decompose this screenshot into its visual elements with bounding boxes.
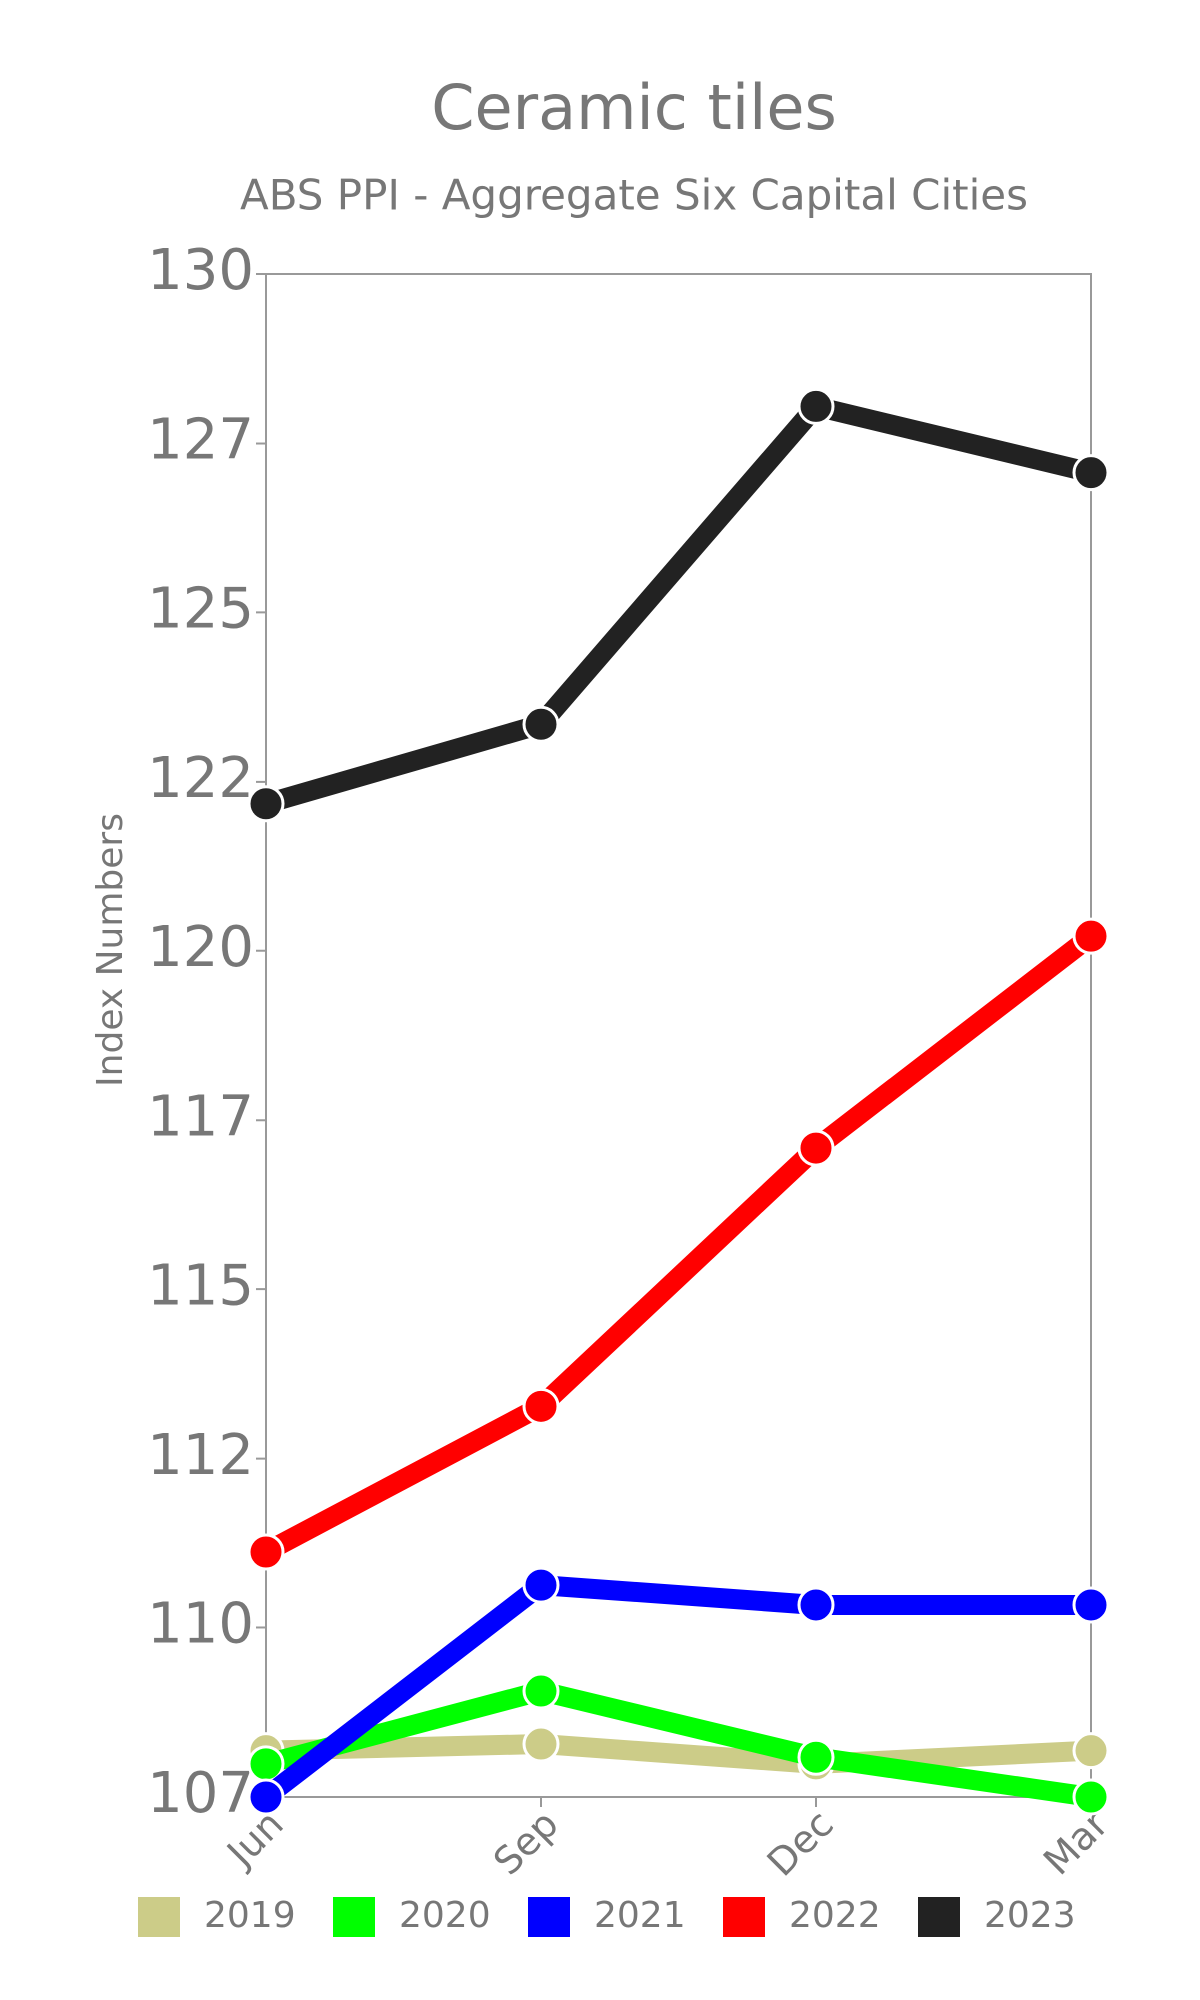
plot-border — [265, 273, 1092, 1798]
legend-swatch — [333, 1897, 375, 1937]
legend-swatch — [723, 1897, 765, 1937]
legend-swatch — [528, 1897, 570, 1937]
chart-subtitle: ABS PPI - Aggregate Six Capital Cities — [240, 171, 1028, 220]
series-point — [522, 1566, 560, 1604]
series-point — [1072, 917, 1110, 955]
series-line — [261, 928, 1098, 1561]
y-tick-label: 110 — [147, 1592, 254, 1657]
x-tick-label: Dec — [759, 1802, 842, 1885]
series-point — [1072, 1732, 1110, 1770]
series-line — [265, 1734, 1092, 1774]
y-tick-label: 125 — [147, 577, 254, 642]
y-tick-label: 115 — [147, 1253, 254, 1318]
series-point — [522, 1387, 560, 1425]
series-line — [259, 1575, 1091, 1805]
y-tick-label: 122 — [147, 746, 254, 811]
legend-swatch — [138, 1897, 180, 1937]
x-tick-label: Mar — [1035, 1801, 1117, 1883]
legend-label: 2022 — [789, 1895, 881, 1936]
series-point — [797, 387, 835, 425]
legend-label: 2020 — [399, 1895, 491, 1936]
y-tick-label: 107 — [147, 1761, 254, 1826]
series-point — [1072, 1586, 1110, 1624]
series-point — [797, 1586, 835, 1624]
series-line — [263, 1681, 1093, 1807]
y-tick-label: 120 — [147, 915, 254, 980]
y-tick-label: 127 — [147, 408, 254, 473]
series-line — [263, 396, 1094, 814]
series-point — [247, 785, 285, 823]
legend-label: 2023 — [984, 1895, 1076, 1936]
series-point — [1072, 454, 1110, 492]
legend-label: 2019 — [204, 1895, 296, 1936]
series-point — [247, 1533, 285, 1571]
legend-label: 2021 — [594, 1895, 686, 1936]
series-point — [522, 1725, 560, 1763]
x-tick-label: Sep — [485, 1802, 567, 1884]
y-tick-label: 130 — [147, 238, 254, 303]
series-point — [522, 705, 560, 743]
series-point — [247, 1778, 285, 1816]
series-point — [797, 1738, 835, 1776]
y-tick-label: 112 — [147, 1423, 254, 1488]
legend-swatch — [918, 1897, 960, 1937]
series-point — [797, 1129, 835, 1167]
chart-title: Ceramic tiles — [431, 71, 837, 144]
series-point — [522, 1672, 560, 1710]
series-point — [1072, 1778, 1110, 1816]
y-tick-label: 117 — [147, 1084, 254, 1149]
y-axis-label: Index Numbers — [90, 813, 131, 1087]
